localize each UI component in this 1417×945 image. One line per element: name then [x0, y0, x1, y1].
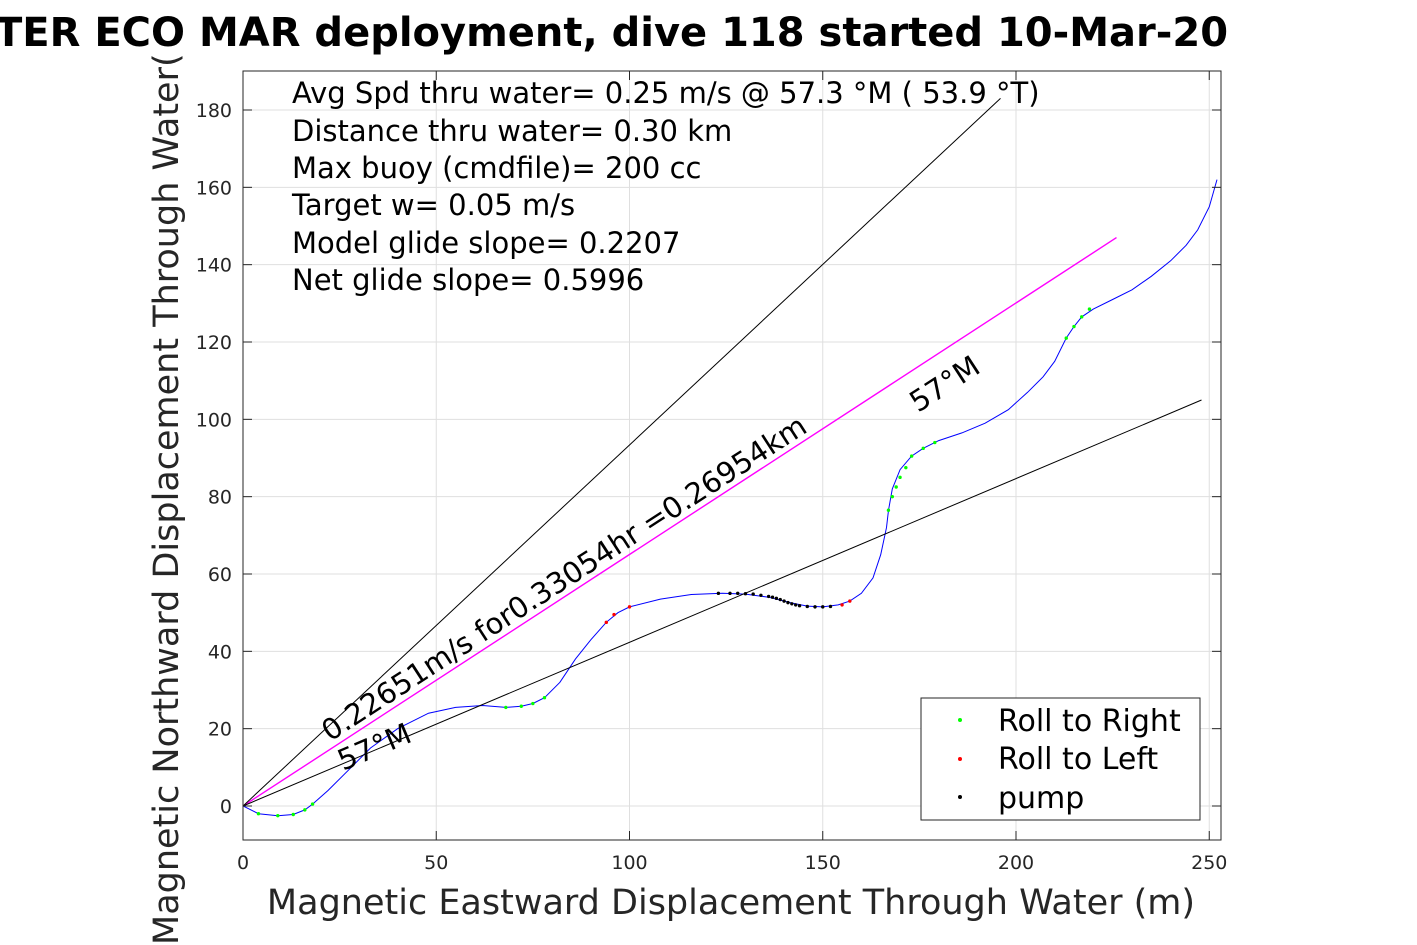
y-tick-label: 0: [220, 796, 232, 818]
roll-right-marker: [894, 485, 898, 489]
x-tick-label: 0: [237, 852, 249, 874]
pump-marker: [766, 594, 771, 599]
roll-left-marker: [612, 612, 616, 617]
roll-right-marker: [909, 454, 914, 458]
legend-swatch-roll-right: [958, 718, 962, 722]
pump-marker: [759, 593, 763, 597]
pump-marker: [770, 595, 775, 599]
y-tick-label: 20: [208, 719, 232, 741]
heading-bound-upper-line: [243, 98, 1001, 807]
y-tick-label: 80: [208, 487, 232, 509]
y-tick-label: 60: [208, 564, 232, 586]
legend-swatch-pump: [958, 795, 962, 799]
legend-label-roll-left: Roll to Left: [998, 742, 1158, 777]
y-tick-label: 100: [196, 409, 232, 431]
x-tick-label: 100: [611, 852, 647, 874]
heading-bound-lower-line: [243, 399, 1202, 807]
stat-distance: Distance thru water= 0.30 km: [292, 114, 732, 148]
pump-marker: [743, 592, 748, 596]
roll-right-marker: [504, 705, 508, 710]
legend-swatch-roll-left: [958, 757, 962, 761]
roll-right-marker: [898, 475, 902, 480]
roll-right-marker: [542, 696, 547, 700]
chart-title: TER ECO MAR deployment, dive 118 started…: [0, 10, 1228, 56]
roll-right-marker: [886, 508, 891, 512]
legend-label-roll-right: Roll to Right: [998, 704, 1181, 739]
stat-model-glide: Model glide slope= 0.2207: [292, 226, 680, 260]
pump-marker: [736, 591, 740, 596]
pump-marker: [716, 591, 721, 596]
pump-marker: [805, 604, 809, 609]
tick-labels: 0 50 100 150 200 250 0 20 40 60 80 100 120 140 160 180: [196, 100, 1228, 874]
roll-right-marker: [519, 704, 523, 708]
pump-marker: [821, 605, 825, 609]
roll-right-marker: [531, 701, 535, 706]
legend-label-pump: pump: [998, 781, 1084, 816]
y-tick-label: 40: [208, 641, 232, 663]
stat-net-glide: Net glide slope= 0.5996: [292, 263, 644, 297]
pump-marker: [751, 592, 755, 596]
model-glide-line: [243, 237, 1117, 807]
pump-marker: [813, 605, 817, 609]
roll-right-marker: [890, 494, 895, 499]
roll-right-marker: [921, 446, 925, 451]
roll-left-marker: [840, 603, 844, 607]
marker-layer: [256, 307, 1092, 818]
pump-marker: [782, 599, 786, 603]
pump-marker: [790, 602, 794, 606]
x-tick-label: 200: [998, 852, 1034, 874]
pump-marker: [728, 591, 732, 596]
stat-target-w: Target w= 0.05 m/s: [291, 188, 575, 222]
stats-block: Avg Spd thru water= 0.25 m/s @ 57.3 °M (…: [291, 76, 1040, 297]
stat-avg-speed: Avg Spd thru water= 0.25 m/s @ 57.3 °M (…: [292, 76, 1040, 110]
legend: Roll to Right Roll to Left pump: [920, 697, 1201, 821]
pump-marker: [786, 600, 790, 605]
pump-marker: [778, 597, 782, 602]
x-tick-label: 150: [805, 852, 841, 874]
y-tick-label: 140: [196, 255, 232, 277]
roll-left-marker: [627, 605, 632, 609]
roll-right-marker: [904, 465, 908, 470]
pump-marker: [828, 604, 833, 609]
pump-marker: [797, 604, 802, 608]
stat-max-buoy: Max buoy (cmdfile)= 200 cc: [292, 151, 701, 185]
roll-right-marker: [303, 808, 307, 812]
pump-marker: [774, 596, 779, 601]
roll-right-marker: [1064, 336, 1068, 340]
x-tick-label: 50: [424, 852, 448, 874]
roll-right-marker: [933, 440, 937, 445]
roll-right-marker: [1080, 315, 1084, 319]
plot-frame: [242, 70, 1222, 841]
axes-frame: [242, 70, 1222, 841]
roll-right-marker: [276, 813, 280, 818]
roll-right-marker: [1087, 307, 1092, 311]
roll-left-marker: [604, 620, 609, 625]
pump-marker: [793, 603, 798, 607]
y-tick-label: 180: [196, 100, 232, 122]
roll-right-marker: [291, 812, 295, 817]
roll-left-marker: [848, 599, 852, 603]
y-axis-label: Magnetic Northward Displacement Through …: [147, 53, 187, 945]
y-tick-label: 160: [196, 177, 232, 199]
roll-right-marker: [1072, 324, 1076, 329]
x-axis-label: Magnetic Eastward Displacement Through W…: [267, 883, 1195, 923]
roll-right-marker: [310, 802, 315, 806]
legend-box: [920, 697, 1201, 821]
x-tick-label: 250: [1191, 852, 1227, 874]
y-tick-label: 120: [196, 332, 232, 354]
roll-right-marker: [256, 812, 261, 816]
